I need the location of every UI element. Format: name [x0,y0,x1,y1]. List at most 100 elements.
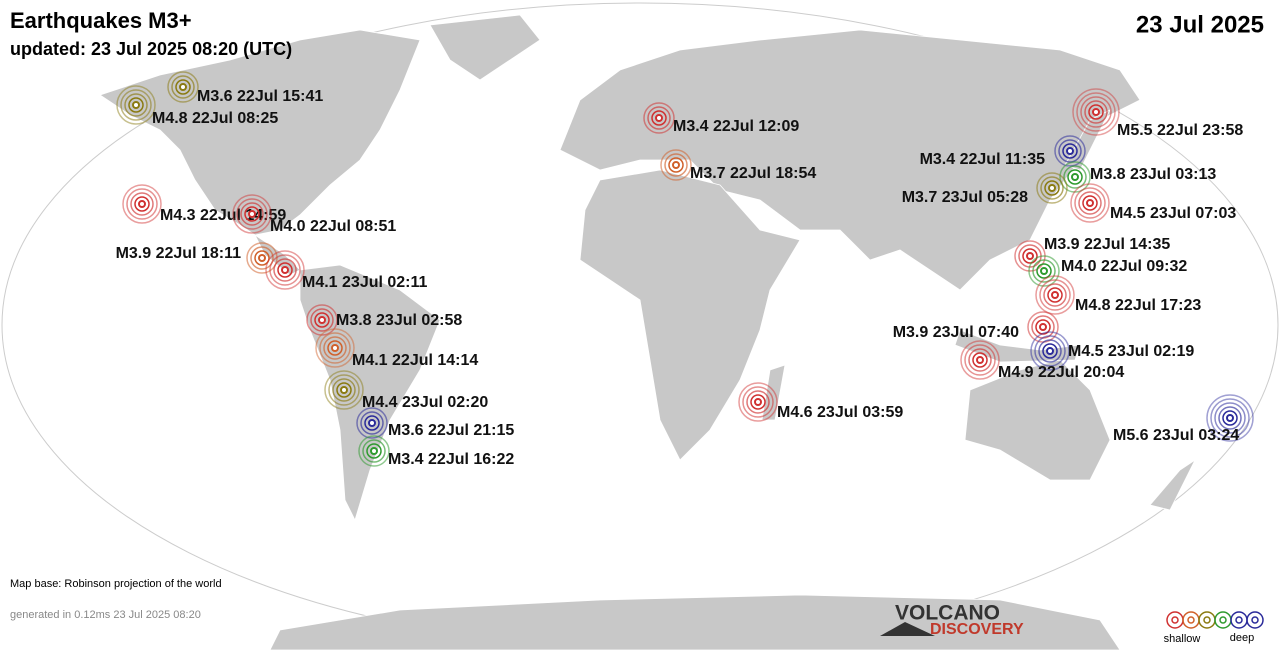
quake-ring [960,340,1000,380]
quake-ring [660,149,692,181]
quake-dot [318,316,326,324]
quake: M4.5 23Jul 07:03 [1070,183,1236,223]
quake-ring [336,382,352,398]
quake-ring [314,312,330,328]
quake: M3.6 22Jul 21:15 [356,407,514,439]
legend-dot [1187,616,1195,624]
quake-ring [1206,394,1254,442]
quake-ring [1082,195,1098,211]
quake: M5.6 23Jul 03:24 [1113,394,1254,444]
quake: M4.0 22Jul 09:32 [1028,255,1187,287]
quake-dot [1066,147,1074,155]
quake-ring [134,196,150,212]
quake-dot [138,200,146,208]
quake-ring [1022,248,1038,264]
quake-ring [1063,165,1087,189]
quake: M4.8 22Jul 08:25 [116,85,278,127]
quake-dot [281,266,289,274]
quake-ring [1039,279,1071,311]
quake: M4.8 22Jul 17:23 [1035,275,1201,315]
generated: generated in 0.12ms 23 Jul 2025 08:20 [10,609,201,621]
quake-label: M4.5 23Jul 02:19 [1068,343,1194,360]
quake-ring [120,89,152,121]
quake-ring [1035,319,1051,335]
quake-ring [1218,406,1242,430]
legend-dot [1171,616,1179,624]
quake-ring [964,344,996,376]
quake-ring [1036,172,1068,204]
quake-dot [370,447,378,455]
quake-ring [167,71,199,103]
quake-ring [232,194,272,234]
quake: M4.6 23Jul 03:59 [738,382,903,422]
quake-ring [1084,100,1108,124]
quake-ring [1214,402,1246,434]
quake-dot [179,83,187,91]
quake-label: M3.6 22Jul 21:15 [388,422,514,439]
quake: M4.4 23Jul 02:20 [324,370,488,411]
quake-label: M4.6 23Jul 03:59 [777,404,903,421]
quake-dot [1051,291,1059,299]
quake-ring [269,254,301,286]
quake-ring [647,106,671,130]
quake-label: M4.0 22Jul 09:32 [1061,258,1187,275]
quake-ring [664,153,688,177]
title: Earthquakes M3+ [10,8,192,33]
quake-ring [360,411,384,435]
quake-label: M4.1 22Jul 14:14 [352,352,478,369]
quake-ring [1067,169,1083,185]
quakes: M3.6 22Jul 15:41 M4.8 22Jul 08:25 M3.4 22J… [116,71,1254,468]
quake: M3.4 22Jul 12:09 [643,102,799,135]
quake-label: M4.8 22Jul 17:23 [1075,297,1201,314]
quake-ring [1078,191,1102,215]
quake-ring [1070,183,1110,223]
quake-label: M3.4 22Jul 11:35 [920,151,1046,168]
quake-ring [362,439,386,463]
quake-ring [1042,343,1058,359]
quake-label: M4.8 22Jul 08:25 [152,110,278,127]
legend-dot [1219,616,1227,624]
quake-ring [356,407,388,439]
quake-ring [1058,139,1082,163]
quake-ring [358,435,390,467]
quake: M4.5 23Jul 02:19 [1030,331,1194,371]
quake-ring [126,188,158,220]
quake-label: M5.5 22Jul 23:58 [1117,122,1243,139]
quake-ring [1062,143,1078,159]
quake-label: M3.9 22Jul 18:11 [116,245,242,262]
quake-dot [1040,267,1048,275]
quake-ring [277,262,293,278]
legend-shallow: shallow [1164,633,1201,645]
quake: M3.7 23Jul 05:28 [902,172,1068,206]
quake: M4.1 22Jul 14:14 [315,328,478,369]
quake-label: M3.4 22Jul 12:09 [673,118,799,135]
quake-ring [128,97,144,113]
quake-ring [244,206,260,222]
quake-ring [1074,187,1106,219]
quake-label: M3.9 23Jul 07:40 [893,324,1019,341]
quake-label: M3.8 23Jul 03:13 [1090,166,1216,183]
quake-ring [972,352,988,368]
quake-ring [1088,104,1104,120]
quake-ring [668,157,684,173]
quake-dot [1026,252,1034,260]
legend: shallow deep [1164,611,1264,645]
quake-label: M4.4 23Jul 02:20 [362,394,488,411]
quake-ring [1222,410,1238,426]
quake-ring [332,378,356,402]
quake: M3.4 22Jul 16:22 [358,435,514,468]
quake-dot [1039,323,1047,331]
quake-dot [655,114,663,122]
quake-ring [310,308,334,332]
quake-ring [1054,135,1086,167]
quake-ring [240,202,264,226]
quake-ring [328,374,360,406]
quake-ring [250,246,274,270]
quake: M4.9 22Jul 20:04 [960,340,1124,381]
quake-ring [254,250,270,266]
quake-ring [1210,398,1250,438]
quake-ring [1036,263,1052,279]
legend-dot [1203,616,1211,624]
quake-label: M3.6 22Jul 15:41 [197,88,323,105]
